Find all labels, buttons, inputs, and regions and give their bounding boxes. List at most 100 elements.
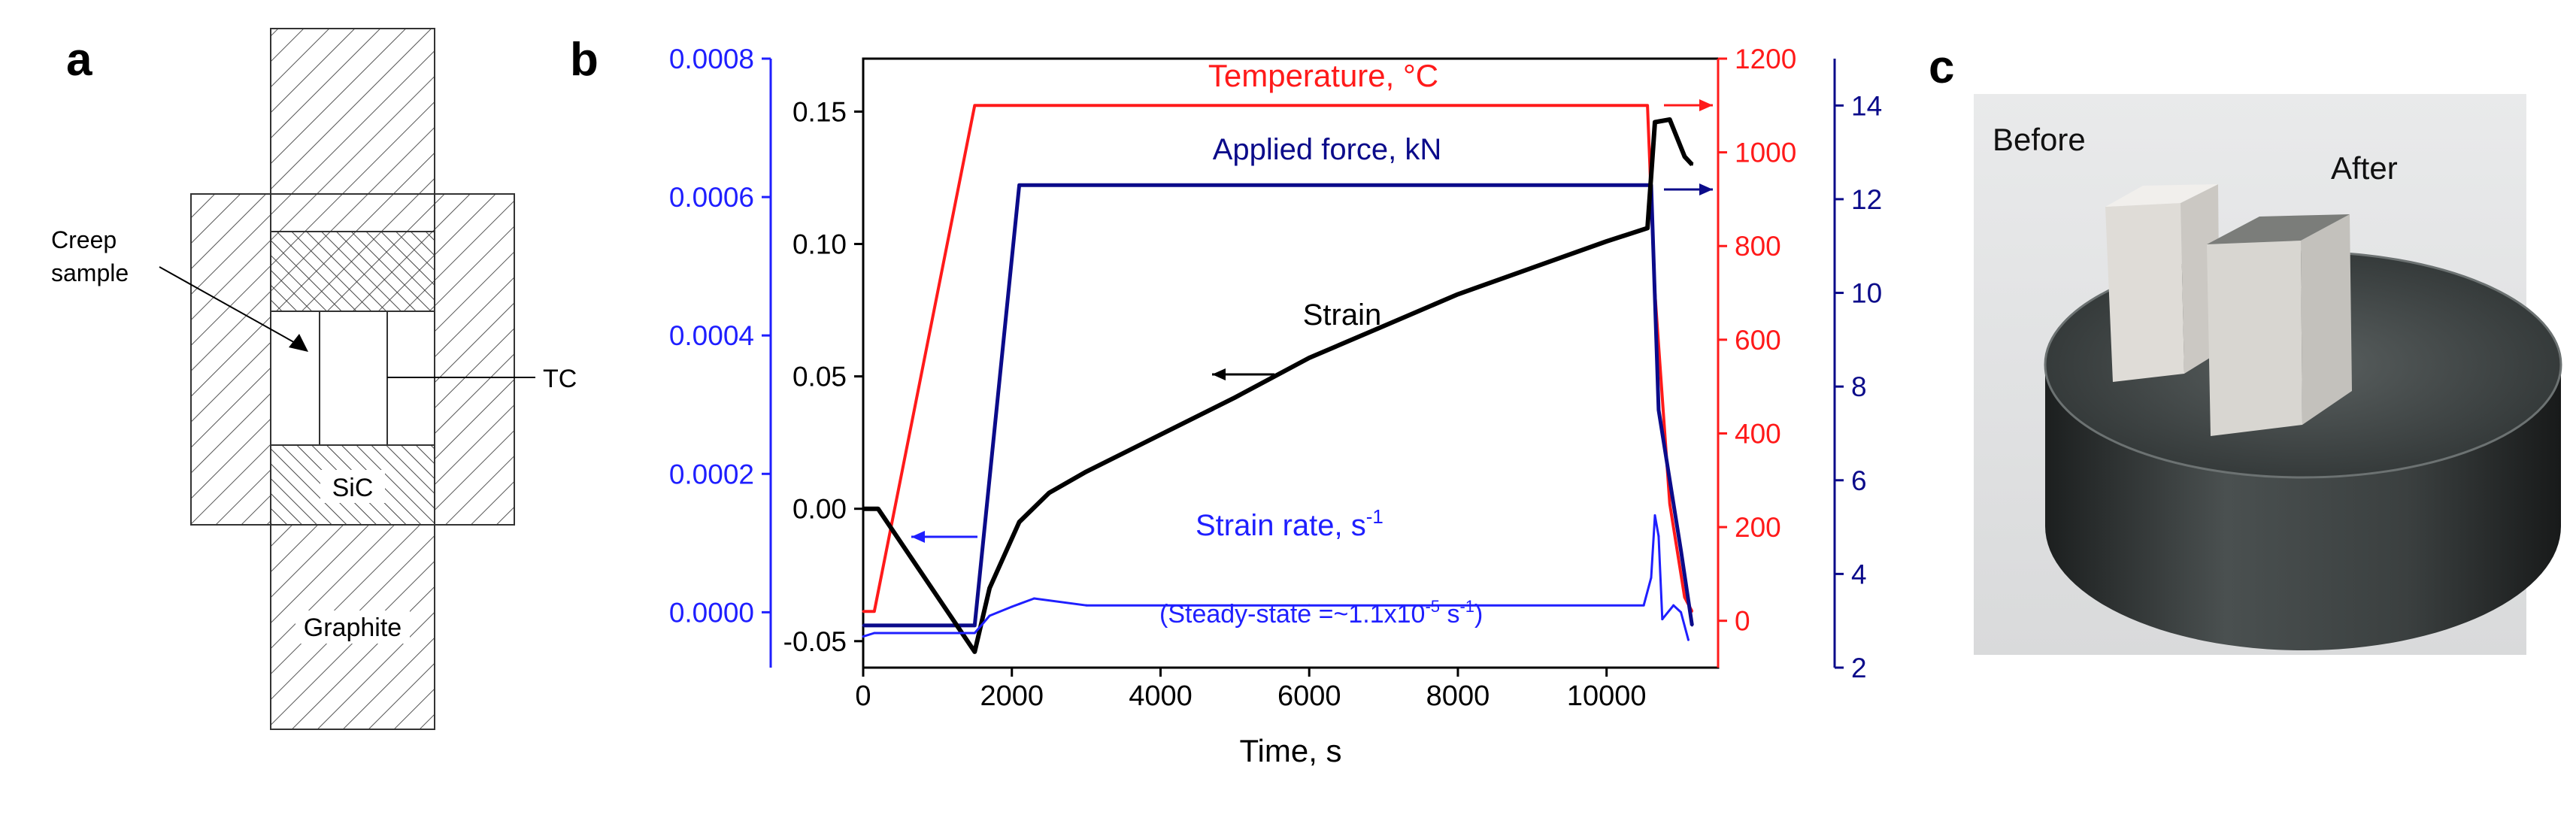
x-tick-label: 2000 (980, 680, 1044, 712)
point-temperature (873, 610, 876, 613)
force-arrow-head (1699, 183, 1713, 195)
strain-tick-label: 0.05 (792, 362, 847, 392)
point-temperature (973, 104, 976, 107)
point-strain-rate (1085, 604, 1088, 607)
panel-c: c Before After (1929, 41, 2562, 655)
strain_rate-tick-label: 0.0008 (669, 44, 754, 74)
x-tick-label: 10000 (1567, 680, 1647, 712)
force-label: Applied force, kN (1213, 133, 1442, 166)
strain-tick-label: -0.05 (783, 626, 847, 657)
temperature-tick-label: 1200 (1735, 44, 1796, 74)
force-tick-label: 12 (1851, 184, 1882, 215)
point-strain (1456, 292, 1459, 295)
point-force (1690, 624, 1693, 627)
x-tick-label: 6000 (1277, 680, 1341, 712)
series-force (863, 183, 1694, 628)
point-strain-rate (1642, 604, 1645, 607)
point-strain-rate (873, 632, 876, 635)
x-tick-label: 4000 (1129, 680, 1193, 712)
x-tick-label: 0 (855, 680, 871, 712)
force-tick-label: 10 (1851, 278, 1882, 309)
point-strain-rate (1657, 535, 1660, 538)
point-force (973, 624, 976, 627)
point-strain (1382, 325, 1385, 328)
point-strain (1159, 433, 1162, 436)
creep-label-bg (45, 221, 158, 293)
point-temperature (1646, 104, 1649, 107)
point-strain-rate (862, 635, 865, 638)
upper-sic-block (270, 231, 435, 312)
point-strain-rate (1011, 605, 1014, 608)
panel-a: a SiC Graphite Creep sample TC (45, 28, 577, 730)
point-strain (862, 507, 865, 510)
force-tick-label: 8 (1851, 371, 1867, 402)
point-strain (1605, 240, 1608, 243)
point-strain-rate (1672, 604, 1675, 607)
temperature-tick-label: 600 (1735, 325, 1781, 356)
point-strain-rate (1650, 576, 1653, 579)
point-strain (1683, 155, 1687, 158)
temperature-tick-label: 1000 (1735, 138, 1796, 168)
after-block-side (2301, 214, 2352, 425)
point-strain (1690, 163, 1693, 166)
point-strain (1047, 492, 1050, 495)
tc-label: TC (543, 365, 577, 393)
point-strain (988, 586, 991, 589)
right-die-wall (434, 193, 515, 526)
before-block-front (2105, 203, 2184, 382)
force-tick-label: 4 (1851, 559, 1867, 589)
panel-label-c: c (1929, 41, 1954, 93)
point-strain (877, 507, 880, 510)
series-strain (863, 117, 1694, 654)
point-force (1680, 549, 1683, 552)
point-strain (1653, 121, 1656, 124)
point-strain-rate (1687, 638, 1690, 641)
strain-tick-label: 0.10 (792, 229, 847, 260)
temperature-label: Temperature, °C (1208, 58, 1438, 93)
temperature-tick-label: 200 (1735, 512, 1781, 543)
sic-label-bg (320, 470, 385, 503)
strain_rate-tick-label: 0.0004 (669, 320, 754, 351)
temperature-arrow-head (1699, 99, 1713, 111)
before-label: Before (1993, 122, 2086, 157)
after-block-front (2207, 241, 2302, 436)
strain_rate-tick-label: 0.0000 (669, 597, 754, 628)
strain_rate-tick-label: 0.0002 (669, 459, 754, 489)
temperature-tick-label: 800 (1735, 231, 1781, 262)
point-strain-rate (1032, 597, 1035, 600)
left-die-wall (190, 193, 271, 526)
temperature-tick-label: 400 (1735, 418, 1781, 449)
creep-label: Creep (51, 226, 117, 253)
creep-pointer-arrowhead (289, 334, 308, 352)
point-force (1657, 408, 1660, 411)
point-strain (1668, 118, 1671, 121)
point-strain-rate (1680, 610, 1683, 614)
point-temperature (862, 610, 865, 613)
sample-photo: Before After (1974, 94, 2562, 655)
point-strain-rate (973, 632, 976, 635)
graphite-label-bg (295, 610, 410, 644)
point-strain (1531, 266, 1534, 269)
force-tick-label: 2 (1851, 653, 1867, 683)
strain-tick-label: 0.00 (792, 494, 847, 525)
sic-label: SiC (332, 474, 374, 502)
point-strain-rate (988, 614, 991, 617)
point-strain (1308, 356, 1311, 359)
point-strain (1085, 470, 1088, 473)
point-strain (973, 650, 976, 653)
panel-label-b: b (570, 34, 599, 86)
point-force (862, 624, 865, 627)
point-strain (1018, 520, 1021, 523)
x-axis-label: Time, s (1239, 733, 1341, 768)
force-tick-label: 14 (1851, 90, 1882, 121)
temperature-tick-label: 0 (1735, 606, 1750, 637)
point-strain (1646, 226, 1649, 229)
after-label: After (2331, 150, 2398, 186)
steady-state-label: (Steady-state =~1.1x10-5 s-1) (1159, 597, 1483, 629)
strain-arrow-head (1212, 368, 1226, 380)
strain-rate-arrow-head (911, 531, 925, 543)
point-force (1018, 183, 1021, 186)
x-tick-label: 8000 (1426, 680, 1490, 712)
force-tick-label: 6 (1851, 465, 1867, 496)
